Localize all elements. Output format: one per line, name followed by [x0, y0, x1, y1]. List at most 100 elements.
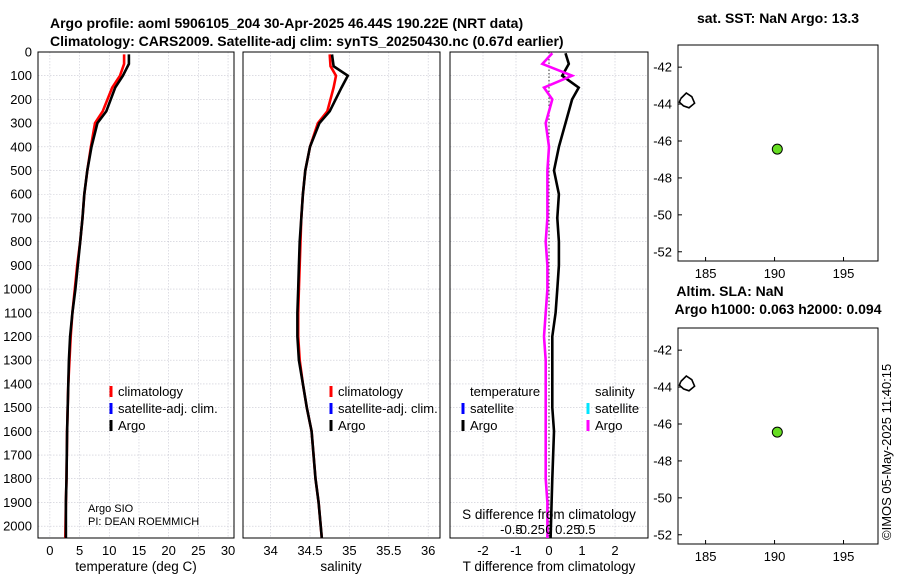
temperature-axes-box — [37, 51, 235, 539]
x-tick-label: 195 — [833, 549, 855, 564]
y-tick-label: -44 — [653, 380, 672, 395]
y-tick-label: -46 — [653, 134, 672, 149]
y-tick-label: 1500 — [3, 400, 32, 415]
x-tick-label: -1 — [510, 543, 522, 558]
y-tick-label: 800 — [10, 234, 32, 249]
salinity-panel: 34 34.5 35 35.5 36 salinity climatology sate… — [242, 51, 441, 574]
sst-map-title: sat. SST: NaN Argo: 13.3 — [697, 10, 859, 26]
temperature-panel: 0100200300400500600700800900100011001200… — [3, 45, 235, 575]
temperature-legend: climatology satellite-adj. clim. Argo — [109, 384, 218, 433]
s-tick-label: -0.5 — [500, 522, 522, 537]
y-tick-label: 1300 — [3, 353, 32, 368]
y-tick-label: -42 — [653, 343, 672, 358]
sla-map-panel: Altim. SLA: NaN Argo h1000: 0.063 h2000:… — [653, 283, 882, 564]
y-tick-label: -48 — [653, 453, 672, 468]
x-tick-label: 190 — [764, 266, 786, 281]
x-tick-label: 185 — [695, 266, 717, 281]
legend-satellite-label: satellite-adj. clim. — [338, 401, 438, 416]
legend-climatology-label: climatology — [338, 384, 404, 399]
y-tick-label: 900 — [10, 258, 32, 273]
sla-map-axes-box — [677, 327, 879, 545]
argo-location-marker — [771, 143, 783, 155]
y-tick-label: -44 — [653, 97, 672, 112]
argo-location-marker — [771, 426, 783, 438]
y-tick-label: 1800 — [3, 471, 32, 486]
salinity-argo-line — [296, 54, 350, 539]
x-tick-label: -2 — [477, 543, 489, 558]
legend-satellite-label: satellite-adj. clim. — [118, 401, 218, 416]
difference-panel: -2 -1 0 1 2 T difference from climatology S … — [449, 51, 649, 574]
x-tick-label: 30 — [221, 543, 235, 558]
y-tick-label: -50 — [653, 207, 672, 222]
y-tick-label: 1900 — [3, 495, 32, 510]
figure-title-line1: Argo profile: aoml 5906105_204 30-Apr-20… — [50, 15, 523, 31]
y-tick-label: 200 — [10, 92, 32, 107]
s-tick-label: -0.25 — [515, 522, 545, 537]
y-tick-label: 1200 — [3, 329, 32, 344]
y-tick-label: 300 — [10, 116, 32, 131]
x-tick-label: 1 — [578, 543, 585, 558]
temperature-difference-line — [549, 52, 581, 539]
x-tick-label: 10 — [102, 543, 116, 558]
y-tick-label: -52 — [653, 527, 672, 542]
legend-climatology-label: climatology — [118, 384, 184, 399]
salinity-difference-xlabel: S difference from climatology — [462, 507, 636, 522]
y-tick-label: 2000 — [3, 519, 32, 534]
x-tick-label: 20 — [161, 543, 175, 558]
sla-map-title: Altim. SLA: NaN — [676, 283, 783, 299]
sla-map-subtitle: Argo h1000: 0.063 h2000: 0.094 — [674, 301, 881, 317]
x-tick-label: 35.5 — [376, 543, 401, 558]
coastline-outline — [678, 91, 696, 109]
legend-t-satellite-label: satellite — [470, 401, 514, 416]
coastline-outline — [678, 374, 696, 392]
legend-temperature-title: temperature — [470, 384, 540, 399]
x-tick-label: 0 — [545, 543, 552, 558]
x-tick-label: 195 — [833, 266, 855, 281]
difference-xlabel: T difference from climatology — [463, 559, 636, 574]
y-tick-label: -42 — [653, 60, 672, 75]
y-tick-label: 1100 — [4, 305, 32, 320]
legend-salinity-title: salinity — [595, 384, 635, 399]
y-tick-label: 700 — [10, 210, 32, 225]
x-tick-label: 0 — [46, 543, 53, 558]
sst-map-axes-box — [677, 44, 879, 262]
pi-annotation: PI: DEAN ROEMMICH — [88, 516, 199, 528]
x-tick-label: 35 — [342, 543, 356, 558]
temperature-xlabel: temperature (deg C) — [75, 559, 197, 574]
y-tick-label: -46 — [653, 417, 672, 432]
legend-argo-label: Argo — [118, 418, 145, 433]
y-tick-label: -52 — [653, 244, 672, 259]
argo-sio-annotation: Argo SIO — [88, 503, 134, 515]
salinity-xlabel: salinity — [320, 559, 362, 574]
y-tick-label: 500 — [10, 163, 32, 178]
sst-map-panel: sat. SST: NaN Argo: 13.3 -42 -44 -46 -48 -50… — [653, 10, 879, 281]
y-tick-label: 1600 — [3, 424, 32, 439]
x-tick-label: 36 — [421, 543, 435, 558]
legend-s-satellite-label: satellite — [595, 401, 639, 416]
difference-legend: temperature salinity satellite Argo sate… — [461, 384, 639, 433]
y-tick-label: 1700 — [3, 448, 32, 463]
legend-s-argo-label: Argo — [595, 418, 622, 433]
figure-title-line2: Climatology: CARS2009. Satellite-adj cli… — [50, 33, 564, 49]
x-tick-label: 34.5 — [297, 543, 322, 558]
s-tick-label: 0 — [545, 522, 552, 537]
y-tick-label: -48 — [653, 170, 672, 185]
salinity-axes-box — [242, 51, 441, 539]
s-tick-label: 0.5 — [578, 522, 596, 537]
y-tick-label: -50 — [653, 490, 672, 505]
x-tick-label: 25 — [191, 543, 205, 558]
x-tick-label: 15 — [132, 543, 146, 558]
legend-t-argo-label: Argo — [470, 418, 497, 433]
y-tick-label: 1400 — [3, 376, 32, 391]
x-tick-label: 2 — [611, 543, 618, 558]
x-tick-label: 185 — [695, 549, 717, 564]
temperature-argo-line — [64, 54, 131, 538]
y-tick-label: 0 — [25, 45, 32, 60]
y-tick-label: 400 — [10, 139, 32, 154]
imos-timestamp: ©IMOS 05-May-2025 11:40:15 — [879, 364, 894, 540]
salinity-difference-line — [540, 52, 576, 538]
salinity-legend: climatology satellite-adj. clim. Argo — [329, 384, 438, 433]
y-tick-label: 1000 — [3, 282, 32, 297]
